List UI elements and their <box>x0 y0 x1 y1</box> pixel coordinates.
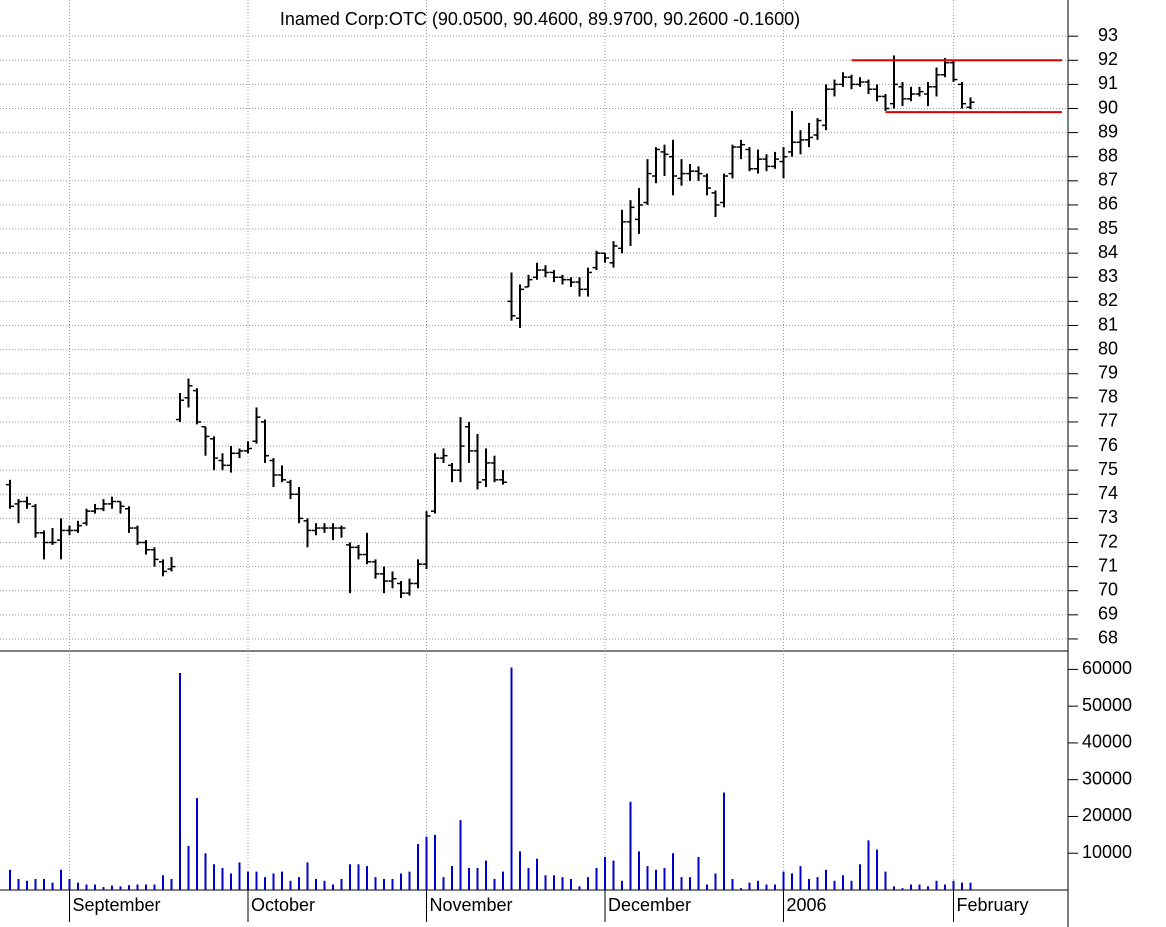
y-tick-label: 75 <box>1098 459 1118 479</box>
y-tick-label: 77 <box>1098 411 1118 431</box>
y-tick-label: 69 <box>1098 604 1118 624</box>
y-tick-label: 78 <box>1098 387 1118 407</box>
y-tick-label: 90 <box>1098 97 1118 117</box>
y-tick-label: 89 <box>1098 121 1118 141</box>
x-tick-label: 2006 <box>787 895 827 915</box>
y-tick-label: 93 <box>1098 25 1118 45</box>
y-tick-label: 80 <box>1098 338 1118 358</box>
y2-tick-label: 10000 <box>1082 842 1132 862</box>
y-tick-label: 87 <box>1098 170 1118 190</box>
y-tick-label: 81 <box>1098 314 1118 334</box>
x-tick-label: December <box>608 895 691 915</box>
y-tick-label: 74 <box>1098 483 1118 503</box>
y2-tick-label: 30000 <box>1082 768 1132 788</box>
y-tick-label: 82 <box>1098 290 1118 310</box>
x-tick-label: October <box>251 895 315 915</box>
x-tick-label: February <box>957 895 1029 915</box>
y-tick-label: 71 <box>1098 555 1118 575</box>
y2-tick-label: 50000 <box>1082 695 1132 715</box>
x-tick-label: September <box>73 895 161 915</box>
y-tick-label: 70 <box>1098 579 1118 599</box>
y2-tick-label: 40000 <box>1082 732 1132 752</box>
y-tick-label: 76 <box>1098 435 1118 455</box>
y2-tick-label: 20000 <box>1082 805 1132 825</box>
y-tick-label: 91 <box>1098 73 1118 93</box>
y-tick-label: 92 <box>1098 49 1118 69</box>
y-tick-label: 79 <box>1098 362 1118 382</box>
y-tick-label: 68 <box>1098 628 1118 648</box>
y-tick-label: 72 <box>1098 531 1118 551</box>
x-tick-label: November <box>430 895 513 915</box>
y-tick-label: 73 <box>1098 507 1118 527</box>
y-tick-label: 88 <box>1098 145 1118 165</box>
y2-tick-label: 60000 <box>1082 658 1132 678</box>
y-tick-label: 86 <box>1098 194 1118 214</box>
chart-title: Inamed Corp:OTC (90.0500, 90.4600, 89.97… <box>280 9 800 29</box>
y-tick-label: 84 <box>1098 242 1118 262</box>
y-tick-label: 83 <box>1098 266 1118 286</box>
y-tick-label: 85 <box>1098 218 1118 238</box>
